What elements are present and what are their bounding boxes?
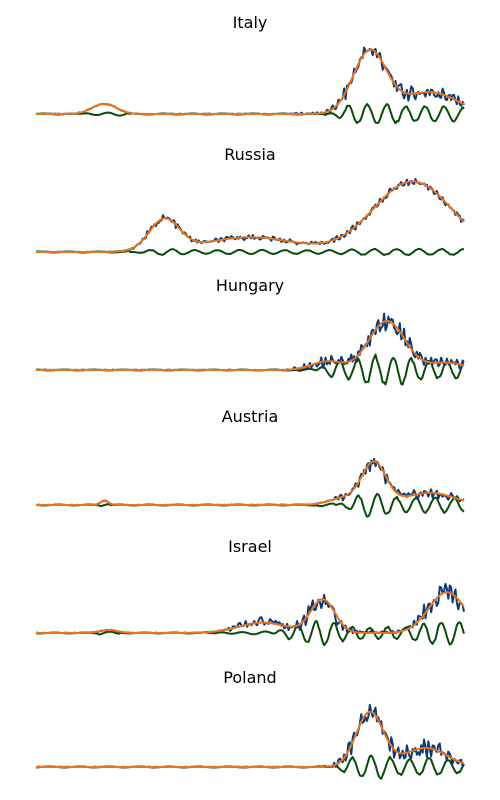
chart-title: Israel [228, 537, 272, 556]
series-line-raw [35, 312, 465, 371]
series-line-smooth [36, 320, 465, 371]
series-line-raw [35, 457, 465, 506]
series-line-raw [35, 582, 465, 634]
series-line-smooth [36, 48, 465, 115]
chart-title: Russia [224, 145, 275, 164]
chart-panel-russia: Russia [35, 145, 465, 257]
chart-panel-poland: Poland [35, 668, 465, 780]
chart-title: Hungary [216, 276, 284, 295]
chart-panel-israel: Israel [35, 537, 465, 647]
series-line-residual [35, 620, 465, 647]
series-line-smooth [36, 710, 465, 768]
chart-title: Austria [222, 407, 279, 426]
series-line-smooth [36, 180, 465, 253]
chart-panel-austria: Austria [35, 407, 465, 518]
chart-panel-hungary: Hungary [35, 276, 465, 386]
series-line-smooth [36, 591, 465, 634]
chart-title: Italy [233, 13, 268, 32]
chart-panel-italy: Italy [35, 13, 465, 125]
series-line-smooth [36, 460, 465, 506]
series-line-raw [35, 177, 465, 253]
chart-title: Poland [223, 668, 276, 687]
series-line-raw [35, 703, 465, 768]
